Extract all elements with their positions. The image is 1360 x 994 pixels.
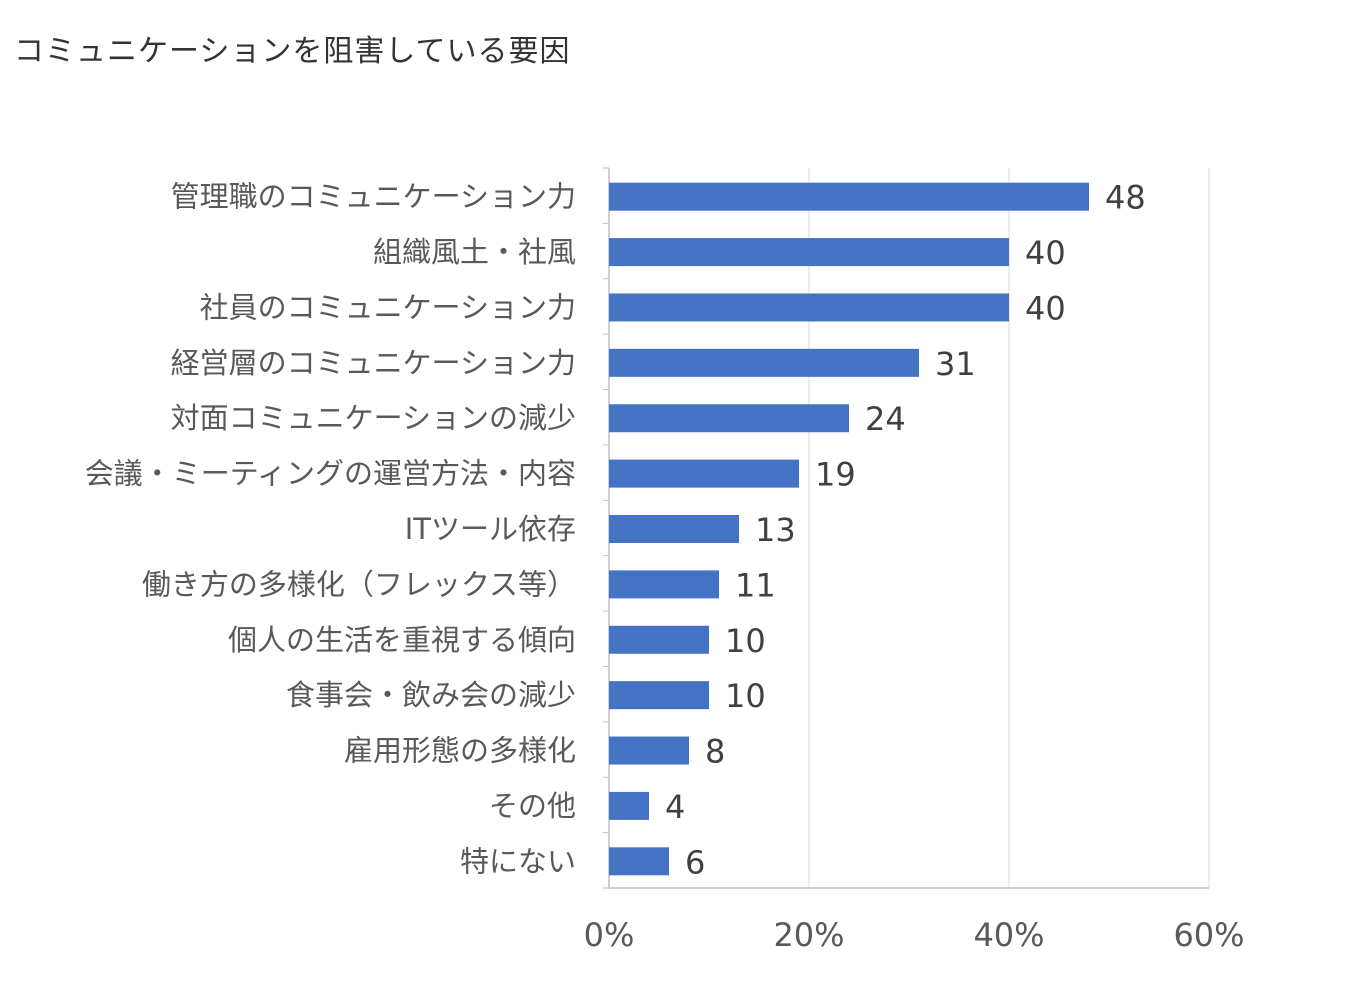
category-label: 対面コミュニケーションの減少 [171, 401, 576, 435]
data-label: 40 [1025, 234, 1066, 272]
data-label: 11 [735, 566, 776, 604]
bar [609, 625, 709, 654]
bar [609, 238, 1009, 267]
data-label: 4 [665, 788, 685, 826]
category-label: 社員のコミュニケーション力 [200, 290, 576, 324]
data-label: 48 [1105, 179, 1146, 217]
bar [609, 681, 709, 710]
category-label: 食事会・飲み会の減少 [286, 678, 576, 712]
data-label: 6 [685, 843, 705, 881]
bar [609, 570, 719, 599]
x-tick-label: 20% [773, 916, 844, 954]
bar [609, 348, 919, 377]
category-label: 会議・ミーティングの運営方法・内容 [85, 457, 576, 491]
x-tick-label: 0% [584, 916, 635, 954]
category-label: 管理職のコミュニケーション力 [171, 180, 576, 214]
x-tick-label: 60% [1173, 916, 1244, 954]
category-label: 働き方の多様化（フレックス等） [142, 567, 576, 601]
data-label: 10 [725, 622, 766, 660]
data-label: 31 [935, 345, 976, 383]
bar [609, 847, 669, 876]
data-label: 8 [705, 733, 725, 771]
bar [609, 459, 799, 488]
category-label: ITツール依存 [405, 512, 576, 546]
data-label: 24 [865, 400, 906, 438]
category-label: 特にない [460, 844, 576, 878]
bar [609, 791, 649, 820]
page-title: コミュニケーションを阻害している要因 [14, 34, 571, 69]
category-label: 個人の生活を重視する傾向 [228, 623, 576, 657]
bar [609, 515, 739, 543]
bar [609, 404, 849, 433]
category-label: 雇用形態の多様化 [344, 734, 576, 768]
category-label: 組織風土・社風 [373, 235, 576, 269]
bar [609, 293, 1009, 322]
bar [609, 182, 1089, 211]
data-label: 10 [725, 677, 766, 715]
data-label: 13 [755, 511, 796, 549]
data-label: 40 [1025, 289, 1066, 327]
category-label: 経営層のコミュニケーション力 [171, 346, 576, 380]
data-label: 19 [815, 456, 856, 494]
category-label: その他 [489, 789, 576, 823]
bar [609, 736, 689, 765]
x-tick-label: 40% [973, 916, 1044, 954]
